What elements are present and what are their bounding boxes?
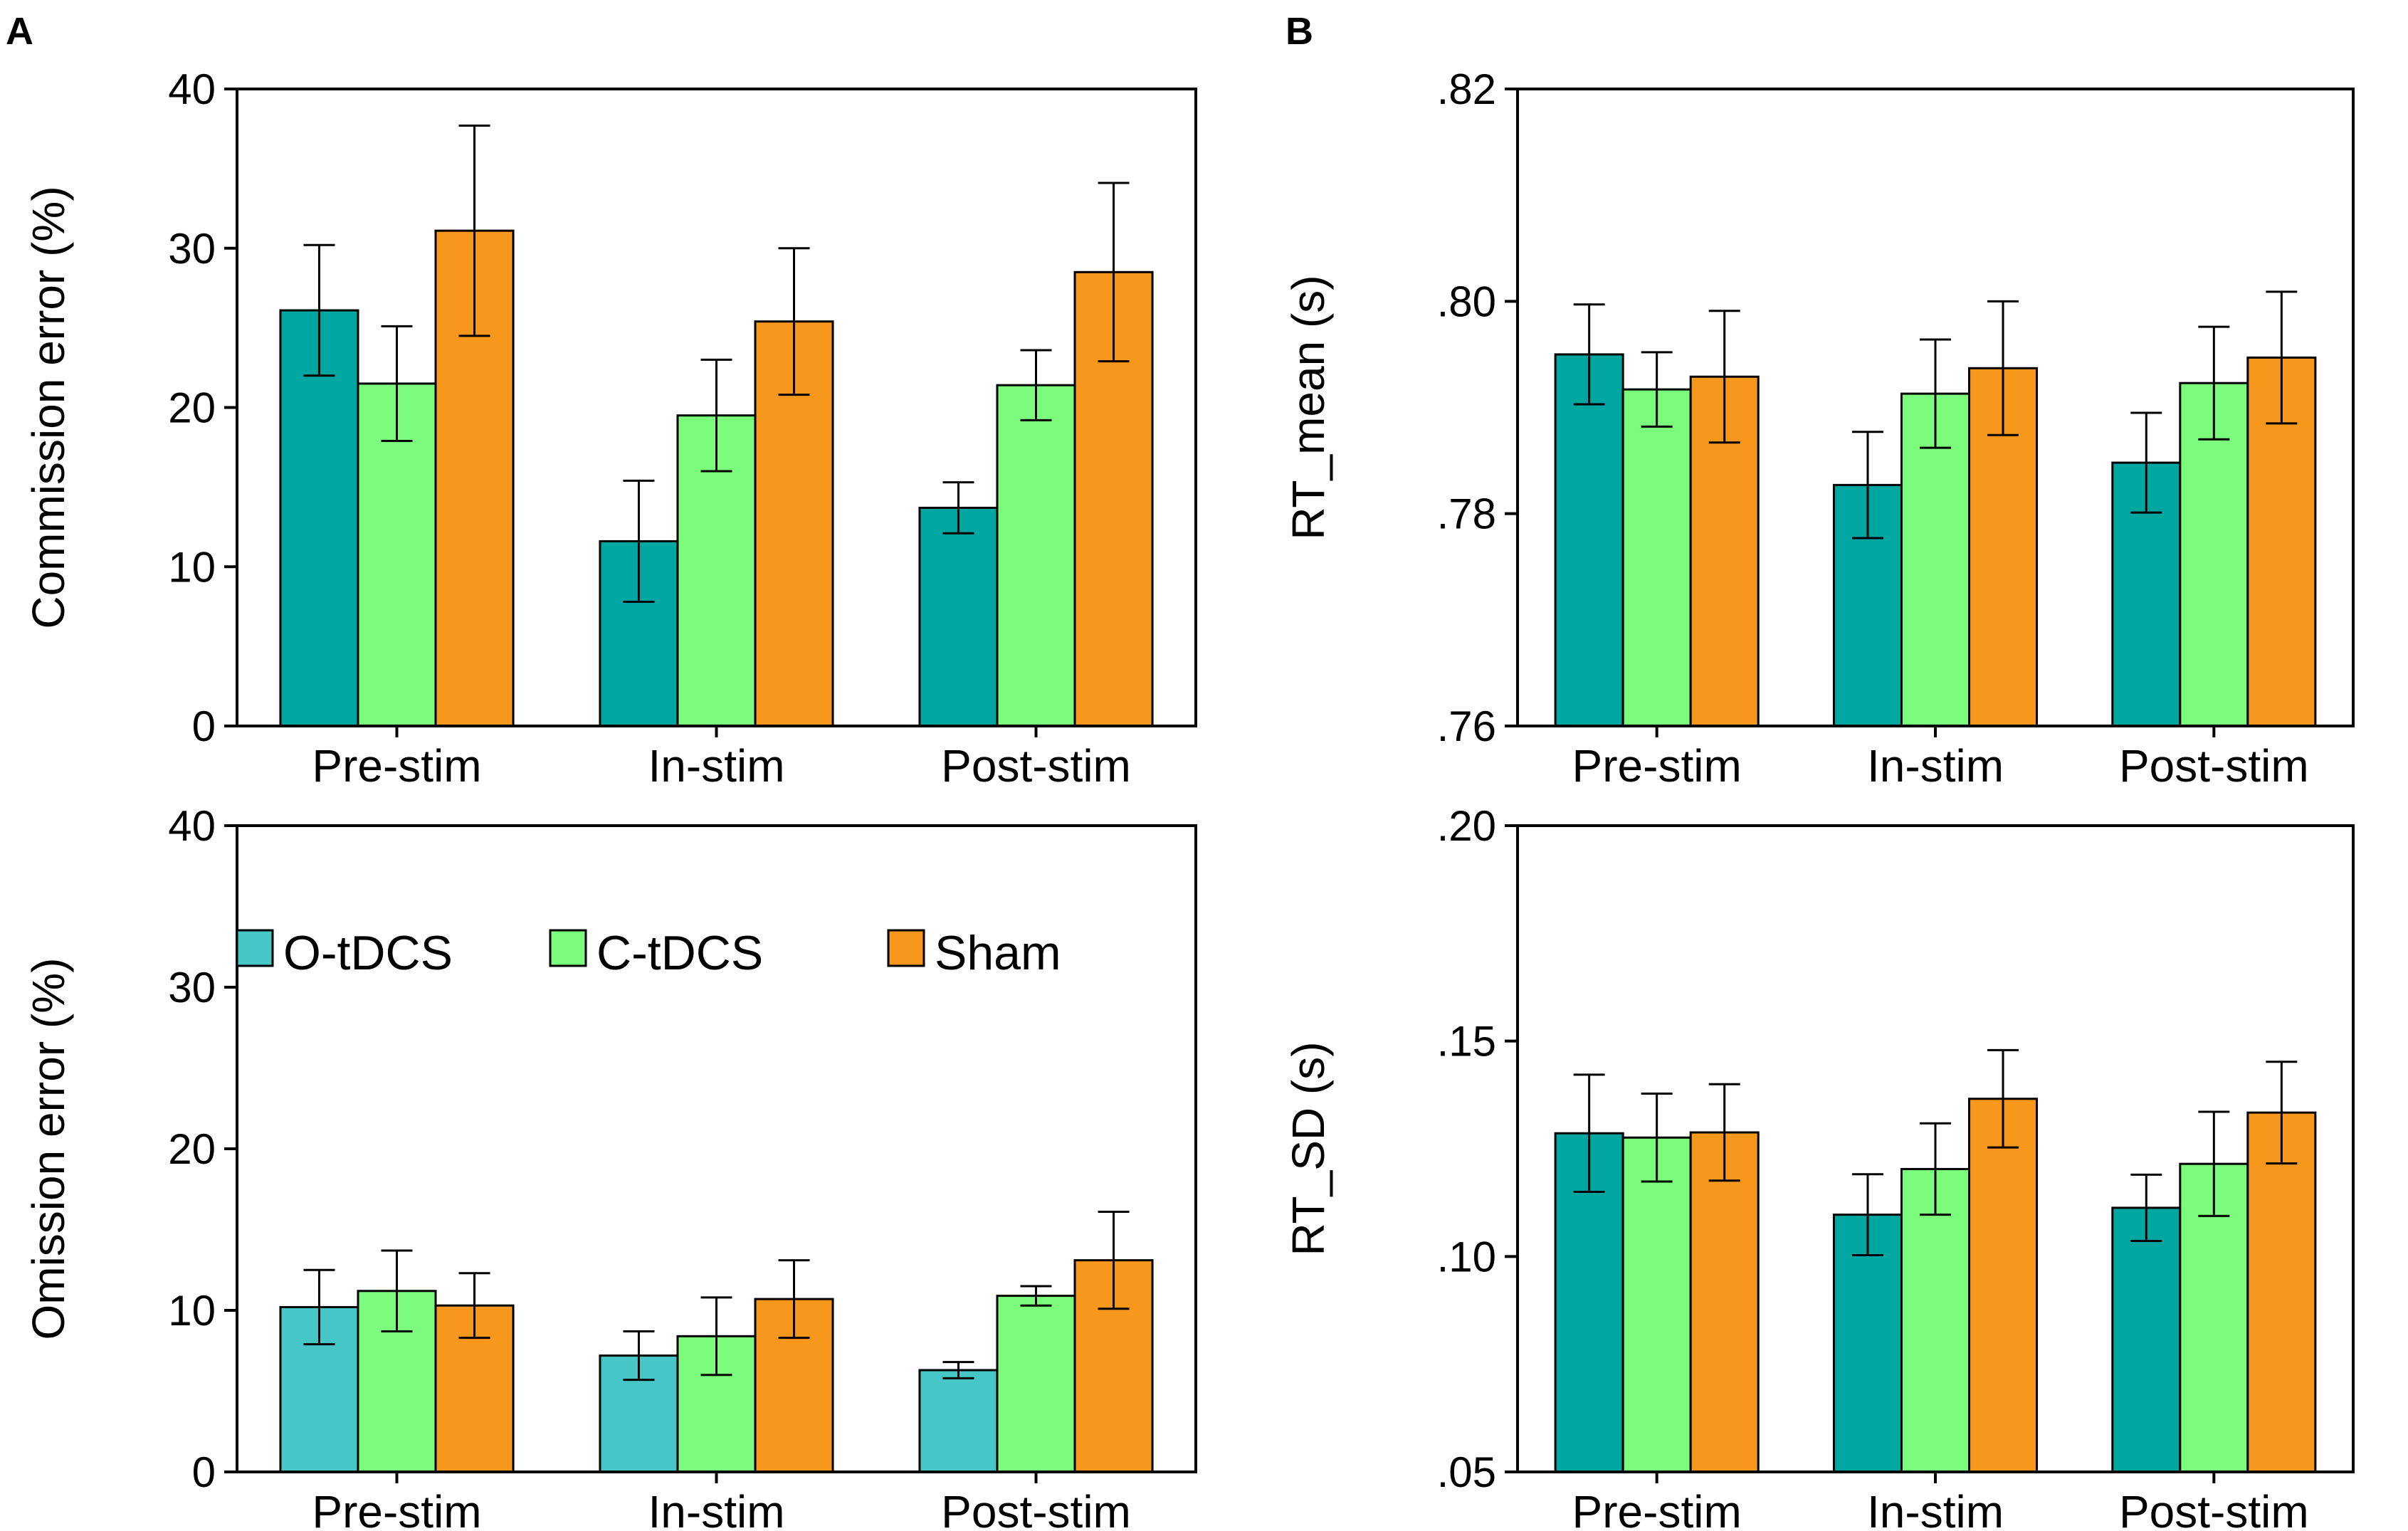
bar-commission-o-tdcs-post-stim (918, 506, 999, 727)
bar-rt_sd-o-tdcs-in-stim (1832, 1214, 1903, 1473)
bar-commission-o-tdcs-pre-stim (279, 309, 359, 727)
bar-omission-o-tdcs-post-stim (918, 1369, 999, 1473)
x-tick-label-commission-0: Pre-stim (312, 740, 481, 791)
bar-rt_mean-c-tdcs-pre-stim (1621, 388, 1692, 727)
y-axis-title-rt_sd: RT_SD (s) (1283, 1041, 1334, 1256)
bar-rt_mean-c-tdcs-in-stim (1900, 392, 1971, 727)
x-tick-label-omission-1: In-stim (648, 1486, 785, 1531)
x-tick-label-commission-1: In-stim (648, 740, 785, 791)
rt-sd-chart: .05 .10 .15 .20 Pre-stim In-stim Post-stim RT_S… (1283, 802, 2355, 1531)
legend-swatch-o-tdcs (236, 929, 274, 967)
legend-label-sham: Sham (935, 926, 1061, 980)
rt-mean-chart: .76 .78 .80 .82 Pre-stim In-stim Post-stim RT_m… (1283, 65, 2355, 791)
bar-rt_sd-c-tdcs-pre-stim (1621, 1136, 1692, 1473)
commission-error-chart: 0 10 20 30 40 Pre-stim In-stim Post-stim Commiss… (23, 65, 1197, 791)
x-tick-label-rt_mean-0: Pre-stim (1572, 740, 1742, 791)
y-tick-label-omission-2: 20 (168, 1125, 216, 1173)
y-tick-label-rt_sd-1: .10 (1437, 1233, 1496, 1280)
y-axis-title-rt_mean: RT_mean (s) (1283, 275, 1334, 540)
y-axis-title-commission: Commission error (%) (23, 186, 74, 628)
omission-error-chart: 0 10 20 30 40 Pre-stim In-stim Post-stim Omissio… (23, 802, 1197, 1531)
x-tick-label-omission-0: Pre-stim (312, 1486, 481, 1531)
y-tick-label-omission-4: 40 (168, 802, 216, 850)
x-tick-label-rt_mean-2: Post-stim (2119, 740, 2309, 791)
x-tick-label-rt_sd-1: In-stim (1867, 1486, 2004, 1531)
y-tick-label-commission-1: 10 (168, 543, 216, 591)
bar-rt_sd-sham-pre-stim (1689, 1131, 1760, 1473)
y-tick-label-commission-3: 30 (168, 225, 216, 273)
y-tick-label-rt_sd-2: .15 (1437, 1018, 1496, 1066)
y-tick-label-rt_mean-3: .82 (1437, 65, 1496, 113)
bar-rt_mean-o-tdcs-pre-stim (1554, 353, 1624, 727)
x-tick-label-rt_sd-0: Pre-stim (1572, 1486, 1742, 1531)
y-tick-label-rt_mean-0: .76 (1437, 703, 1496, 750)
x-tick-label-rt_mean-1: In-stim (1867, 740, 2004, 791)
legend: O-tDCS C-tDCS Sham (236, 926, 1061, 980)
y-tick-label-commission-2: 20 (168, 384, 216, 432)
legend-swatch-c-tdcs (549, 929, 587, 967)
y-axis-title-omission: Omission error (%) (23, 958, 74, 1340)
y-tick-label-omission-1: 10 (168, 1287, 216, 1335)
x-tick-label-omission-2: Post-stim (941, 1486, 1131, 1531)
panel-label-b: B (1286, 10, 1313, 53)
y-tick-label-rt_mean-2: .80 (1437, 278, 1496, 325)
y-tick-label-commission-4: 40 (168, 65, 216, 113)
x-tick-label-rt_sd-2: Post-stim (2119, 1486, 2309, 1531)
bar-rt_sd-sham-in-stim (1968, 1098, 2039, 1473)
y-tick-label-rt_mean-1: .78 (1437, 490, 1496, 538)
bar-rt_sd-o-tdcs-post-stim (2111, 1206, 2182, 1473)
bar-commission-c-tdcs-post-stim (996, 384, 1076, 727)
panel-label-a: A (6, 10, 33, 53)
y-tick-label-rt_sd-0: .05 (1437, 1448, 1496, 1496)
y-tick-label-rt_sd-3: .20 (1437, 802, 1496, 850)
bar-rt_sd-sham-post-stim (2246, 1111, 2317, 1473)
x-tick-label-commission-2: Post-stim (941, 740, 1131, 791)
bar-omission-c-tdcs-post-stim (996, 1295, 1076, 1473)
y-tick-label-commission-0: 0 (192, 703, 216, 750)
legend-label-c-tdcs: C-tDCS (596, 926, 763, 980)
legend-label-o-tdcs: O-tDCS (283, 926, 453, 980)
legend-swatch-sham (887, 929, 925, 967)
y-tick-label-omission-3: 30 (168, 964, 216, 1011)
y-tick-label-omission-0: 0 (192, 1448, 216, 1496)
